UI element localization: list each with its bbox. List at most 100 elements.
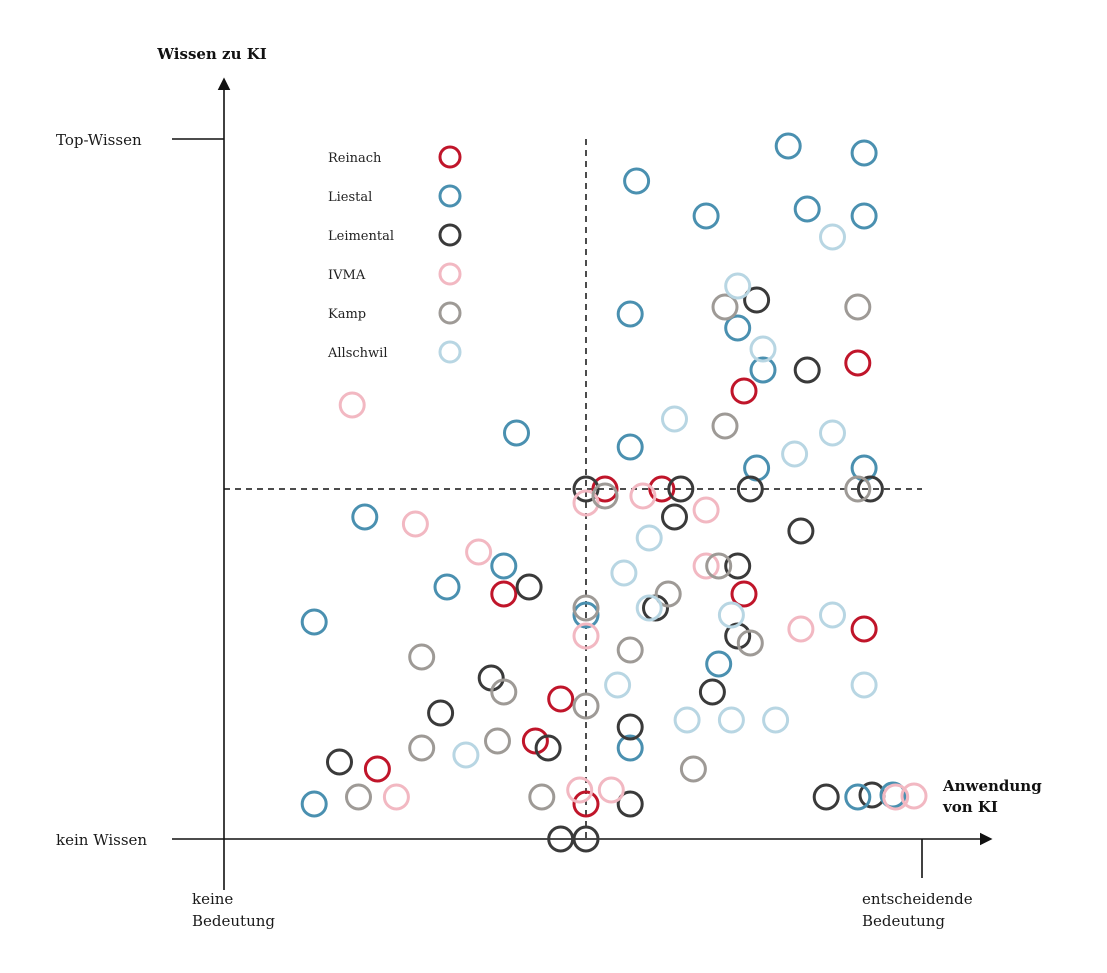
point-liestal-6 — [616, 300, 644, 328]
point-allschwil-14 — [717, 706, 745, 734]
point-ivma-12 — [882, 783, 910, 811]
point-leimental-21 — [812, 783, 840, 811]
point-ivma-2 — [629, 482, 657, 510]
point-kamp-8 — [736, 629, 764, 657]
point-liestal-9 — [503, 419, 530, 447]
point-ivma-11 — [382, 783, 410, 811]
point-leimental-15 — [616, 713, 644, 741]
point-kamp-5 — [705, 552, 733, 580]
point-leimental-18 — [616, 790, 644, 818]
point-liestal-8 — [749, 356, 777, 384]
point-liestal-20 — [300, 790, 328, 818]
y-tick-label-max: Top-Wissen — [56, 131, 142, 149]
point-kamp-11 — [490, 678, 518, 706]
point-liestal-17 — [300, 608, 328, 636]
point-liestal-16 — [572, 601, 600, 629]
x-tick-label-min-line1: keine — [192, 890, 233, 908]
x-tick-label-max-line1: entscheidende — [862, 890, 973, 908]
point-reinach-4 — [521, 727, 549, 755]
point-leimental-5 — [856, 475, 884, 503]
point-ivma-4 — [692, 496, 720, 524]
point-kamp-4 — [844, 475, 872, 503]
point-liestal-1 — [774, 132, 802, 160]
point-liestal-4 — [793, 195, 821, 223]
point-kamp-7 — [572, 594, 600, 622]
legend-label-reinach: Reinach — [328, 151, 382, 166]
point-leimental-16 — [534, 734, 562, 762]
point-reinach-3 — [547, 685, 575, 713]
point-leimental-4 — [736, 475, 764, 503]
legend-marker-leimental — [438, 223, 462, 247]
point-ivma-6 — [692, 552, 720, 580]
point-liestal-5 — [850, 202, 878, 230]
point-allschwil-10 — [819, 601, 846, 629]
data-points — [300, 132, 910, 853]
point-kamp-13 — [408, 734, 436, 762]
point-allschwil-1 — [724, 272, 752, 300]
point-allschwil-8 — [635, 594, 663, 622]
point-leimental-1 — [793, 356, 821, 384]
point-allschwil-9 — [717, 601, 745, 629]
point-reinach-10 — [844, 349, 872, 377]
point-kamp-1 — [844, 293, 872, 321]
point-kamp-3 — [591, 482, 619, 510]
point-allschwil-11 — [604, 671, 632, 699]
legend-marker-reinach — [438, 145, 462, 169]
point-leimental-20 — [572, 825, 600, 853]
point-allschwil-0 — [819, 223, 846, 251]
legend-marker-allschwil — [438, 340, 462, 364]
x-tick-label-min-line2: Bedeutung — [192, 912, 275, 930]
legend-marker-kamp — [438, 301, 462, 325]
point-kamp-17 — [528, 783, 556, 811]
point-leimental-8 — [724, 552, 752, 580]
point-ivma-0 — [338, 391, 366, 419]
point-leimental-14 — [427, 699, 455, 727]
point-liestal-18 — [705, 650, 733, 678]
legend-marker-ivma — [438, 262, 462, 286]
point-allschwil-3 — [661, 405, 688, 433]
point-liestal-21 — [844, 783, 872, 811]
point-allschwil-6 — [635, 524, 663, 552]
point-liestal-7 — [724, 314, 752, 342]
point-reinach-0 — [591, 475, 619, 503]
point-liestal-0 — [623, 167, 651, 195]
point-kamp-12 — [572, 692, 600, 720]
x-tick-label-max-line2: Bedeutung — [862, 912, 945, 930]
point-kamp-14 — [484, 727, 511, 755]
point-ivma-3 — [401, 510, 429, 538]
point-allschwil-12 — [850, 671, 878, 699]
point-ivma-5 — [465, 538, 493, 566]
point-leimental-17 — [326, 748, 353, 776]
x-axis-title-icon-circle-ivma — [900, 782, 928, 810]
x-axis-title-line2: von KI — [942, 798, 998, 816]
point-reinach-9 — [730, 377, 758, 405]
point-allschwil-15 — [762, 706, 790, 734]
point-ivma-1 — [572, 489, 600, 517]
point-leimental-9 — [515, 573, 543, 601]
point-reinach-1 — [648, 475, 676, 503]
point-allschwil-13 — [673, 706, 701, 734]
point-kamp-16 — [345, 783, 372, 811]
point-leimental-12 — [477, 664, 505, 692]
point-ivma-7 — [572, 622, 600, 650]
point-liestal-2 — [850, 139, 878, 167]
point-kamp-2 — [711, 412, 739, 440]
point-reinach-8 — [850, 615, 878, 643]
point-leimental-2 — [572, 475, 600, 503]
y-axis-title: Wissen zu KI — [156, 45, 267, 63]
legend-label-allschwil: Allschwil — [327, 346, 387, 361]
x-axis-title-icon-circle-liestal — [879, 781, 907, 809]
point-allschwil-5 — [781, 440, 809, 468]
point-reinach-7 — [730, 580, 758, 608]
point-leimental-3 — [667, 475, 695, 503]
point-kamp-10 — [408, 643, 436, 671]
point-liestal-13 — [351, 503, 379, 531]
legend-label-liestal: Liestal — [328, 190, 372, 205]
point-ivma-10 — [597, 776, 625, 804]
point-allschwil-7 — [610, 559, 638, 587]
y-tick-label-min: kein Wissen — [56, 831, 147, 849]
point-reinach-2 — [490, 580, 518, 608]
point-ivma-9 — [566, 776, 594, 804]
point-kamp-9 — [616, 636, 644, 664]
